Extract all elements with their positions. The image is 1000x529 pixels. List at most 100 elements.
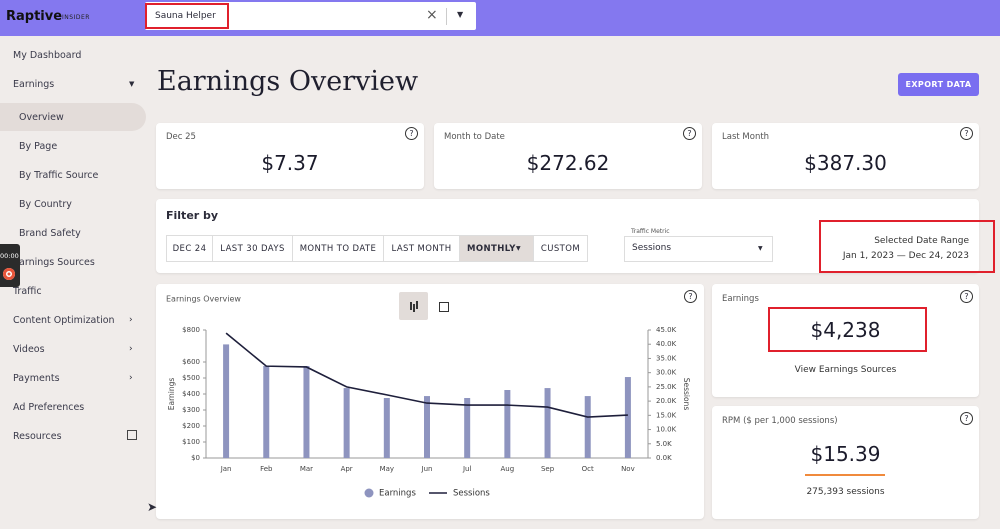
chevron: ›: [129, 373, 133, 383]
recorder-time: 00:00: [0, 252, 19, 260]
stat-label: Month to Date: [444, 132, 505, 142]
y2-tick-label: 10.0K: [656, 426, 677, 434]
metric-value: Sessions: [632, 243, 672, 253]
link[interactable]: View Earnings Sources: [794, 365, 897, 375]
x-tick-label: Jul: [462, 465, 472, 473]
y-tick-label: $0: [191, 454, 200, 462]
y-axis-label: Earnings: [167, 378, 176, 411]
page-title: Earnings Overview: [157, 66, 419, 97]
filter-option[interactable]: MONTH TO DATE: [292, 235, 384, 262]
nav-sub-item[interactable]: Overview: [19, 112, 64, 123]
x-tick-label: Feb: [260, 465, 273, 473]
caret: ▼: [516, 245, 521, 252]
bar: [343, 388, 350, 458]
y2-tick-label: 20.0K: [656, 397, 677, 405]
y2-tick-label: 45.0K: [656, 326, 677, 334]
y2-axis-label: Sessions: [682, 378, 691, 411]
nav-item[interactable]: Ad Preferences: [13, 402, 85, 413]
x-tick-label: May: [380, 465, 394, 473]
y-tick-label: $600: [182, 358, 200, 366]
stat-label: Last Month: [722, 132, 770, 142]
legend-label: Sessions: [453, 489, 490, 499]
filter-option-selected[interactable]: MONTHLY: [459, 235, 534, 262]
nav-item[interactable]: Traffic: [13, 286, 42, 297]
caret: ▼: [129, 80, 135, 88]
filter-title: Filter by: [166, 209, 219, 222]
nav-sub-item[interactable]: By Page: [19, 141, 58, 152]
filter-option[interactable]: LAST MONTH: [383, 235, 460, 262]
y-tick-label: $200: [182, 422, 200, 430]
chart: Earnings Overview Earnings Sessions $0 $1…: [166, 295, 691, 499]
rpm-card: [712, 406, 979, 519]
y2-tick-label: 15.0K: [656, 411, 677, 419]
help-icon[interactable]: ?: [684, 290, 697, 303]
rpm-value: $15.39: [810, 442, 881, 466]
help-icon[interactable]: ?: [683, 127, 696, 140]
highlight: [768, 307, 927, 352]
nav-item[interactable]: Payments: [13, 373, 60, 384]
caret: ▼: [758, 245, 763, 252]
bar-view-button[interactable]: [399, 292, 428, 320]
range-value: Jan 1, 2023 — Dec 24, 2023: [842, 251, 969, 261]
legend-swatch: [364, 488, 374, 498]
x-tick-label: Mar: [300, 465, 313, 473]
card-label: RPM ($ per 1,000 sessions): [722, 416, 838, 426]
nav-item[interactable]: Earnings: [13, 79, 55, 90]
nav-item[interactable]: My Dashboard: [13, 50, 82, 61]
nav-sub-item[interactable]: Brand Safety: [19, 228, 81, 239]
stat-card: [156, 123, 424, 189]
x-tick-label: Apr: [341, 465, 353, 473]
earnings-card: [712, 284, 979, 397]
help-icon[interactable]: ?: [960, 127, 973, 140]
nav-sub-item[interactable]: By Country: [19, 199, 72, 210]
bar: [223, 344, 230, 458]
export-button[interactable]: EXPORT DATA: [898, 73, 979, 96]
bar: [303, 366, 310, 458]
bar: [544, 388, 551, 458]
stat-label: Dec 25: [166, 132, 196, 142]
clear-button[interactable]: ×: [426, 7, 438, 23]
filter-option[interactable]: DEC 24: [166, 235, 213, 262]
nav-sub-item[interactable]: By Traffic Source: [19, 170, 99, 181]
earnings-value: $4,238: [810, 318, 881, 342]
record-button[interactable]: [3, 268, 15, 280]
sessions-total: 275,393 sessions: [806, 487, 885, 497]
nav-item[interactable]: Videos: [13, 344, 45, 355]
x-tick-label: Oct: [582, 465, 594, 473]
nav-item[interactable]: Content Optimization: [13, 315, 115, 326]
bar: [383, 398, 390, 458]
bar: [584, 396, 591, 458]
external-icon: [127, 430, 137, 440]
card-label: Earnings: [722, 294, 759, 304]
site-select[interactable]: [145, 2, 476, 30]
nav-selected: [0, 103, 146, 131]
stat-value: $272.62: [526, 151, 610, 175]
x-tick-label: Aug: [501, 465, 515, 473]
y2-tick-label: 0.0K: [656, 454, 672, 462]
chevron: ›: [129, 315, 133, 325]
table-icon[interactable]: [439, 302, 449, 312]
help-icon[interactable]: ?: [405, 127, 418, 140]
x-tick-label: Nov: [621, 465, 635, 473]
logo: Raptive: [6, 9, 63, 24]
x-tick-label: Sep: [541, 465, 555, 473]
y-tick-label: $500: [182, 374, 200, 382]
legend-label: Earnings: [379, 489, 416, 499]
nav-item[interactable]: Resources: [13, 431, 62, 442]
site-name: Sauna Helper: [155, 11, 216, 21]
metric-select[interactable]: [624, 236, 773, 262]
recorder-widget[interactable]: [0, 244, 20, 287]
bar: [504, 390, 511, 458]
bar: [624, 377, 631, 458]
y2-tick-label: 40.0K: [656, 340, 677, 348]
dropdown-arrow[interactable]: ▼: [457, 10, 464, 19]
filter-option[interactable]: LAST 30 DAYS: [212, 235, 293, 262]
chevron: ›: [129, 344, 133, 354]
help-icon[interactable]: ?: [960, 412, 973, 425]
nav-sub-item[interactable]: Earnings Sources: [13, 257, 95, 268]
y2-tick-label: 5.0K: [656, 440, 672, 448]
help-icon[interactable]: ?: [960, 290, 973, 303]
y-tick-label: $800: [182, 326, 200, 334]
filter-option[interactable]: CUSTOM: [533, 235, 588, 262]
